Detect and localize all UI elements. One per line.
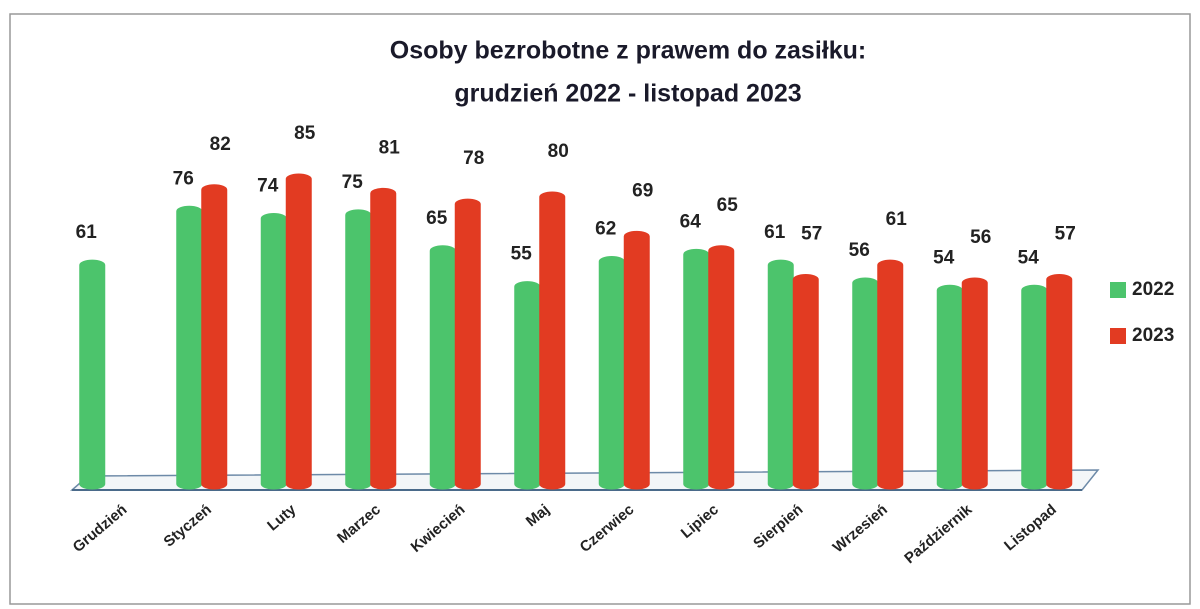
- bar: [201, 184, 228, 490]
- bar: [1021, 284, 1048, 490]
- bar: [708, 245, 735, 490]
- value-label: 56: [849, 240, 870, 261]
- value-label: 69: [632, 180, 653, 201]
- chart-subtitle: grudzień 2022 - listopad 2023: [454, 80, 801, 108]
- value-label: 74: [257, 175, 279, 196]
- value-label: 61: [764, 222, 786, 243]
- value-label: 65: [426, 208, 448, 229]
- bar: [598, 256, 625, 490]
- bar: [961, 277, 988, 490]
- value-label: 76: [173, 168, 194, 189]
- value-label: 78: [463, 148, 484, 169]
- bar: [539, 191, 566, 490]
- bar: [1046, 273, 1073, 490]
- legend-label: 2022: [1132, 279, 1174, 300]
- value-label: 80: [548, 141, 569, 162]
- bar: [429, 245, 456, 490]
- bar: [370, 187, 397, 490]
- value-label: 57: [801, 223, 822, 244]
- bar: [877, 259, 904, 490]
- value-label: 81: [379, 137, 401, 158]
- bar: [767, 259, 794, 490]
- value-label: 82: [210, 134, 231, 155]
- bar: [514, 281, 541, 490]
- value-label: 57: [1055, 223, 1076, 244]
- bar: [623, 230, 650, 490]
- bar: [260, 212, 287, 490]
- value-label: 62: [595, 219, 616, 240]
- value-label: 65: [717, 195, 739, 216]
- bar: [683, 248, 710, 490]
- value-label: 85: [294, 123, 316, 144]
- bar: [936, 284, 963, 490]
- legend-swatch: [1110, 282, 1126, 298]
- value-label: 56: [970, 227, 991, 248]
- bar: [454, 198, 481, 490]
- value-label: 55: [511, 244, 533, 265]
- chart-title: Osoby bezrobotne z prawem do zasiłku:: [390, 37, 866, 65]
- bar: [852, 277, 879, 490]
- value-label: 75: [342, 172, 364, 193]
- value-label: 61: [886, 209, 908, 230]
- legend-label: 2023: [1132, 325, 1174, 346]
- legend-swatch: [1110, 328, 1126, 344]
- bar: [792, 273, 819, 490]
- value-label: 54: [1018, 247, 1040, 268]
- bar: [176, 205, 203, 490]
- bar: [79, 259, 106, 490]
- value-label: 64: [680, 211, 702, 232]
- bar: [285, 173, 312, 490]
- value-label: 54: [933, 247, 955, 268]
- value-label: 61: [76, 222, 98, 243]
- bar: [345, 209, 372, 490]
